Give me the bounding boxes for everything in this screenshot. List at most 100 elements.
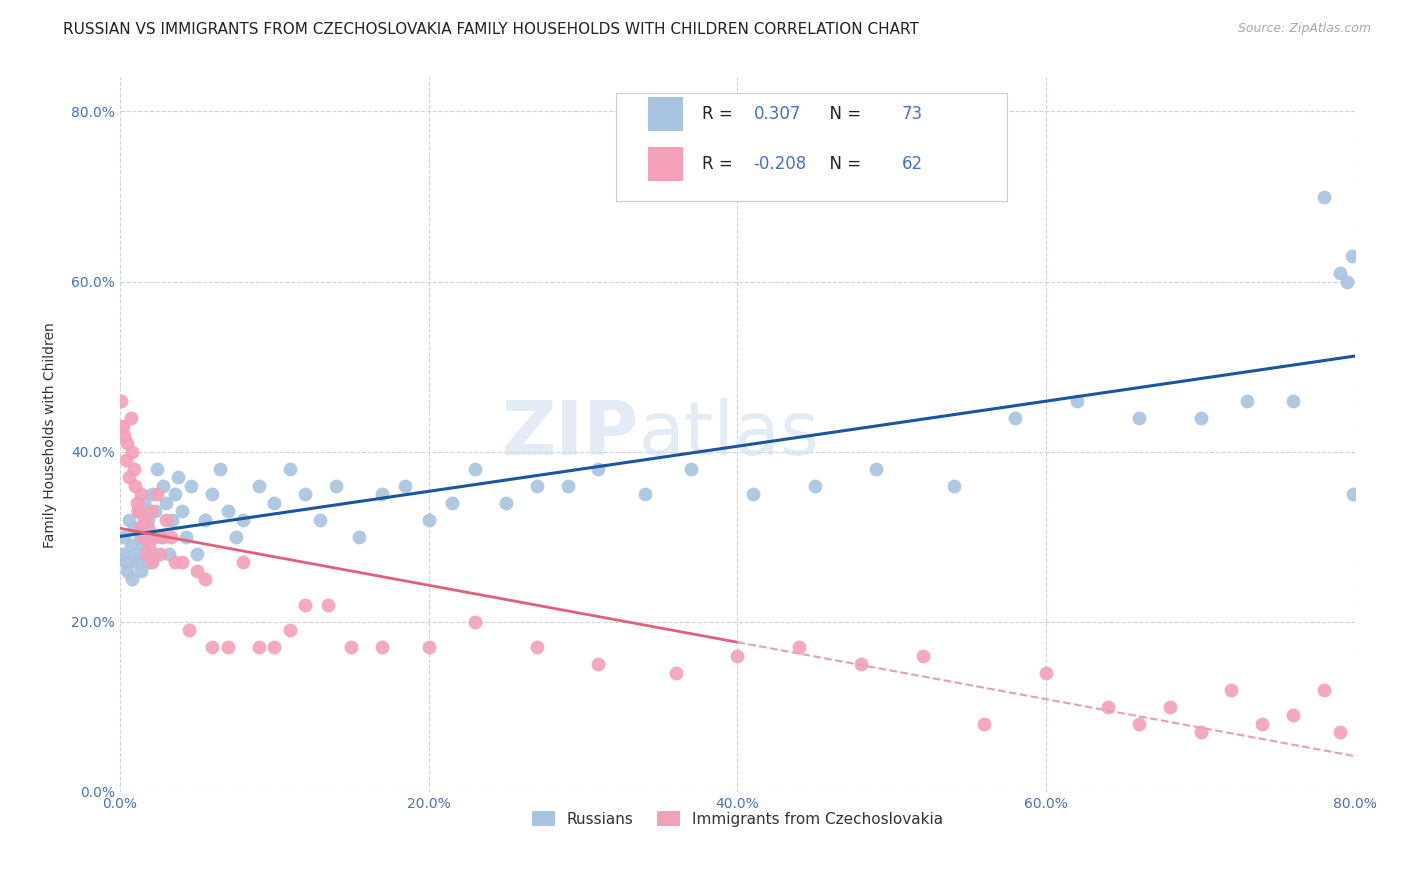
Point (141, 555, 163, 569)
Point (247, 640, 270, 655)
Point (121, 572, 143, 586)
Point (1329, 725, 1351, 739)
Point (138, 538, 160, 552)
Point (157, 547, 180, 561)
Point (247, 479, 270, 493)
Point (132, 530, 155, 544)
Point (165, 487, 187, 501)
Point (209, 461, 232, 475)
Point (526, 479, 548, 493)
Point (142, 547, 165, 561)
Point (135, 547, 157, 561)
Point (1282, 393, 1305, 408)
Point (139, 530, 162, 544)
Point (118, 513, 141, 527)
Point (741, 487, 763, 501)
Point (138, 555, 160, 569)
Point (665, 665, 688, 680)
Point (110, 393, 132, 408)
Point (112, 530, 135, 544)
Point (115, 453, 138, 467)
Point (127, 504, 149, 518)
FancyBboxPatch shape (616, 93, 1007, 201)
Point (278, 624, 301, 638)
Legend: Russians, Immigrants from Czechoslovakia: Russians, Immigrants from Czechoslovakia (524, 803, 950, 834)
Point (152, 530, 174, 544)
Point (186, 564, 208, 578)
Point (278, 461, 301, 475)
Point (149, 530, 172, 544)
Text: Source: ZipAtlas.com: Source: ZipAtlas.com (1237, 22, 1371, 36)
Point (340, 640, 363, 655)
Point (120, 538, 142, 552)
Point (217, 640, 239, 655)
Point (135, 547, 157, 561)
Point (418, 513, 440, 527)
Point (1189, 410, 1212, 425)
Point (167, 470, 190, 484)
Point (725, 648, 748, 663)
Point (111, 547, 134, 561)
Point (186, 547, 208, 561)
Point (121, 444, 143, 458)
Point (440, 496, 463, 510)
Point (803, 479, 825, 493)
Point (155, 496, 177, 510)
Point (122, 461, 145, 475)
Text: -0.208: -0.208 (754, 155, 807, 173)
Point (526, 640, 548, 655)
Point (588, 461, 610, 475)
Point (1159, 699, 1181, 714)
Point (464, 461, 486, 475)
Point (232, 513, 254, 527)
Point (418, 640, 440, 655)
Point (128, 521, 150, 535)
Point (232, 555, 254, 569)
Text: atlas: atlas (638, 398, 820, 471)
Point (128, 530, 150, 544)
Point (179, 624, 201, 638)
Point (325, 479, 347, 493)
Point (787, 640, 810, 655)
Point (1236, 393, 1258, 408)
Text: RUSSIAN VS IMMIGRANTS FROM CZECHOSLOVAKIA FAMILY HOUSEHOLDS WITH CHILDREN CORREL: RUSSIAN VS IMMIGRANTS FROM CZECHOSLOVAKI… (63, 22, 920, 37)
Point (152, 479, 174, 493)
Point (201, 487, 224, 501)
Point (865, 461, 887, 475)
Text: R =: R = (702, 105, 738, 123)
Point (1343, 487, 1365, 501)
Point (125, 496, 148, 510)
Point (136, 521, 159, 535)
Point (973, 717, 995, 731)
Point (1336, 275, 1358, 289)
Point (464, 615, 486, 629)
Point (143, 504, 166, 518)
Point (1341, 249, 1364, 263)
Point (1329, 266, 1351, 280)
Point (1313, 682, 1336, 697)
Point (165, 555, 187, 569)
Point (122, 521, 145, 535)
Point (557, 479, 579, 493)
Point (118, 470, 141, 484)
Point (634, 487, 657, 501)
Point (263, 496, 285, 510)
Point (849, 657, 872, 672)
Point (134, 496, 156, 510)
Point (112, 427, 135, 442)
Point (139, 504, 162, 518)
Point (217, 504, 239, 518)
Point (294, 487, 316, 501)
Point (1251, 717, 1274, 731)
Point (263, 640, 285, 655)
Point (309, 513, 332, 527)
Point (194, 513, 217, 527)
Point (194, 572, 217, 586)
Point (174, 530, 197, 544)
Text: 73: 73 (901, 105, 922, 123)
Point (316, 598, 339, 612)
Point (201, 640, 224, 655)
Text: N =: N = (818, 155, 866, 173)
Point (162, 513, 184, 527)
Point (495, 496, 517, 510)
